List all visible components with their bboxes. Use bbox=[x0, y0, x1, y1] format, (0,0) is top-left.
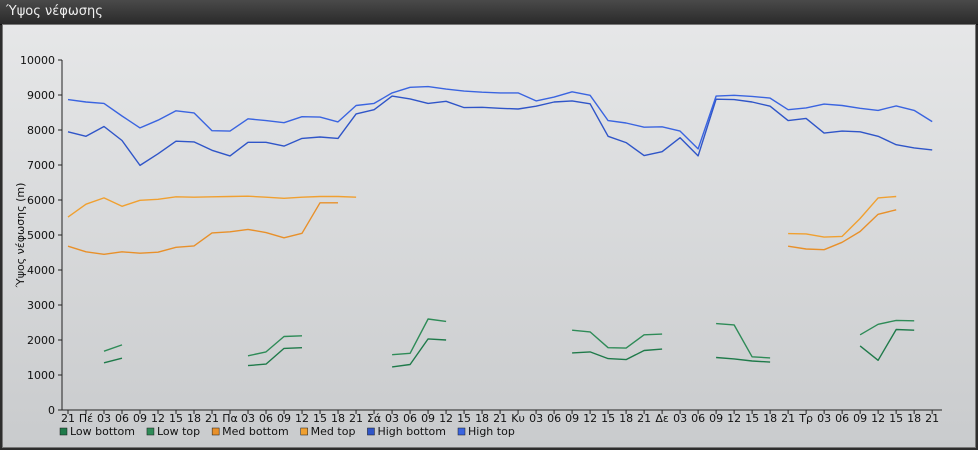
y-tick-label: 5000 bbox=[27, 229, 55, 242]
series-line-low-top bbox=[247, 335, 303, 357]
legend-label-low-bottom: Low bottom bbox=[70, 425, 135, 438]
series-line-low-bottom bbox=[716, 356, 771, 363]
x-tick-label: 03 bbox=[673, 412, 687, 425]
x-tick-label: 09 bbox=[565, 412, 579, 425]
y-tick-label: 6000 bbox=[27, 194, 55, 207]
x-tick-label: 21 bbox=[637, 412, 651, 425]
y-tick-label: 9000 bbox=[27, 89, 55, 102]
series-line-low-top bbox=[859, 319, 915, 336]
series-line-low-top bbox=[572, 329, 663, 349]
x-tick-label: 15 bbox=[313, 412, 327, 425]
x-tick-label: 06 bbox=[403, 412, 417, 425]
series-line-med-bottom bbox=[787, 209, 897, 251]
y-tick-label: 0 bbox=[48, 404, 55, 417]
chart-axes: 0 1000 2000 3000 4000 5000 6000 7000 8000 9000 100… bbox=[14, 54, 942, 425]
legend-swatch-high-top bbox=[457, 427, 466, 436]
legend-label-high-top: High top bbox=[468, 425, 515, 438]
x-tick-label: 15 bbox=[745, 412, 759, 425]
x-tick-label: 03 bbox=[241, 412, 255, 425]
x-tick-label: 09 bbox=[421, 412, 435, 425]
series-line-med-top bbox=[67, 195, 357, 218]
chart-panel bbox=[2, 24, 976, 448]
series-line-med-bottom bbox=[67, 202, 338, 256]
x-tick-label: 18 bbox=[619, 412, 633, 425]
y-tick-label: 4000 bbox=[27, 264, 55, 277]
x-tick-label: 03 bbox=[529, 412, 543, 425]
x-tick-label: 21 bbox=[781, 412, 795, 425]
legend-label-low-top: Low top bbox=[157, 425, 200, 438]
x-tick-label: 12 bbox=[295, 412, 309, 425]
x-tick-label: 12 bbox=[583, 412, 597, 425]
x-tick-label: 21 bbox=[205, 412, 219, 425]
chart-series bbox=[67, 85, 933, 368]
series-line-high-top bbox=[67, 85, 933, 150]
y-tick-label: 8000 bbox=[27, 124, 55, 137]
x-tick-label: 09 bbox=[853, 412, 867, 425]
x-tick-label: 12 bbox=[871, 412, 885, 425]
x-tick-label: 03 bbox=[97, 412, 111, 425]
x-tick-label: 06 bbox=[835, 412, 849, 425]
legend-swatch-low-bottom bbox=[59, 427, 68, 436]
x-tick-label: 06 bbox=[115, 412, 129, 425]
x-tick-label: Κυ bbox=[511, 412, 525, 425]
x-tick-label: 12 bbox=[727, 412, 741, 425]
x-tick-label: 18 bbox=[331, 412, 345, 425]
chart-legend: Low bottom Low top Med bottom Med top High b… bbox=[59, 425, 515, 438]
x-tick-label: 18 bbox=[475, 412, 489, 425]
x-tick-label: 09 bbox=[133, 412, 147, 425]
x-tick-label: 12 bbox=[151, 412, 165, 425]
x-tick-label: 21 bbox=[61, 412, 75, 425]
x-tick-label: 03 bbox=[817, 412, 831, 425]
window-title: Ύψος νέφωσης bbox=[6, 4, 103, 19]
legend-label-med-top: Med top bbox=[311, 425, 356, 438]
legend-swatch-high-bottom bbox=[367, 427, 375, 436]
x-tick-label: 06 bbox=[691, 412, 705, 425]
legend-label-med-bottom: Med bottom bbox=[222, 425, 289, 438]
legend-swatch-med-bottom bbox=[211, 427, 220, 436]
x-tick-label: 18 bbox=[763, 412, 777, 425]
y-tick-label: 7000 bbox=[27, 159, 55, 172]
series-line-low-bottom bbox=[572, 348, 663, 361]
series-line-high-bottom bbox=[67, 95, 933, 167]
x-tick-label: 21 bbox=[349, 412, 363, 425]
x-tick-label: 03 bbox=[385, 412, 399, 425]
y-tick-label: 10000 bbox=[20, 54, 55, 67]
series-line-low-top bbox=[716, 322, 771, 359]
x-tick-label: 15 bbox=[601, 412, 615, 425]
series-line-med-top bbox=[788, 195, 897, 238]
y-tick-label: 3000 bbox=[27, 299, 55, 312]
legend-swatch-med-top bbox=[300, 427, 308, 436]
x-tick-label: 15 bbox=[889, 412, 903, 425]
x-tick-label: 09 bbox=[277, 412, 291, 425]
x-tick-label: 18 bbox=[187, 412, 201, 425]
x-tick-label: 15 bbox=[457, 412, 471, 425]
x-tick-label: 06 bbox=[547, 412, 561, 425]
x-tick-label: Τρ bbox=[798, 412, 813, 425]
series-line-low-top bbox=[392, 318, 447, 356]
x-tick-label: 18 bbox=[907, 412, 921, 425]
series-line-low-bottom bbox=[103, 357, 123, 364]
x-tick-label: Σά bbox=[367, 412, 381, 425]
y-axis-label: Ύψος νέφωσης (m) bbox=[14, 183, 27, 289]
x-tick-label: Πα bbox=[222, 412, 238, 425]
x-tick-label: 21 bbox=[493, 412, 507, 425]
x-tick-label: 15 bbox=[169, 412, 183, 425]
x-tick-label: 12 bbox=[439, 412, 453, 425]
x-tick-label: Πέ bbox=[79, 412, 93, 425]
legend-label-high-bottom: High bottom bbox=[377, 425, 446, 438]
y-tick-label: 1000 bbox=[27, 369, 55, 382]
y-tick-label: 2000 bbox=[27, 334, 55, 347]
x-tick-label: 06 bbox=[259, 412, 273, 425]
series-line-low-top bbox=[103, 344, 123, 352]
legend-swatch-low-top bbox=[146, 427, 155, 436]
x-tick-label: Δε bbox=[655, 412, 669, 425]
x-tick-label: 09 bbox=[709, 412, 723, 425]
series-line-low-bottom bbox=[859, 328, 915, 361]
series-line-low-bottom bbox=[392, 338, 447, 368]
x-tick-label: 21 bbox=[925, 412, 939, 425]
series-line-low-bottom bbox=[247, 347, 303, 367]
